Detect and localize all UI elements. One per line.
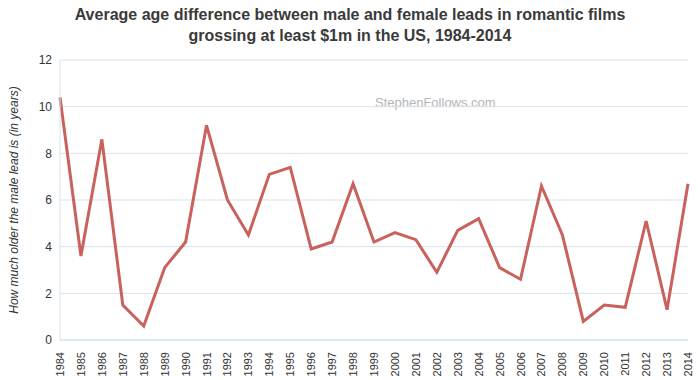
svg-text:1992: 1992 xyxy=(221,352,233,376)
svg-text:1990: 1990 xyxy=(180,352,192,376)
svg-text:4: 4 xyxy=(45,240,52,254)
svg-text:2008: 2008 xyxy=(556,352,568,376)
svg-text:1994: 1994 xyxy=(263,352,275,376)
svg-text:2002: 2002 xyxy=(431,352,443,376)
svg-text:1987: 1987 xyxy=(117,352,129,376)
svg-text:1996: 1996 xyxy=(305,352,317,376)
svg-text:2010: 2010 xyxy=(598,352,610,376)
svg-text:10: 10 xyxy=(39,100,53,114)
svg-text:2014: 2014 xyxy=(682,352,692,376)
svg-text:2012: 2012 xyxy=(640,352,652,376)
svg-text:1998: 1998 xyxy=(347,352,359,376)
svg-text:6: 6 xyxy=(45,193,52,207)
svg-text:2011: 2011 xyxy=(619,352,631,376)
svg-text:2: 2 xyxy=(45,287,52,301)
svg-text:1984: 1984 xyxy=(54,352,66,376)
svg-text:1997: 1997 xyxy=(326,352,338,376)
svg-text:0: 0 xyxy=(45,333,52,347)
svg-text:1991: 1991 xyxy=(201,352,213,376)
svg-text:2007: 2007 xyxy=(535,352,547,376)
svg-text:8: 8 xyxy=(45,147,52,161)
html-text:StephenFollows.com: StephenFollows.com xyxy=(375,95,496,110)
svg-text:12: 12 xyxy=(39,53,53,67)
svg-text:2013: 2013 xyxy=(661,352,673,376)
svg-text:2001: 2001 xyxy=(410,352,422,376)
svg-text:2005: 2005 xyxy=(494,352,506,376)
svg-text:1999: 1999 xyxy=(368,352,380,376)
svg-text:2000: 2000 xyxy=(389,352,401,376)
svg-text:2009: 2009 xyxy=(577,352,589,376)
svg-text:1993: 1993 xyxy=(242,352,254,376)
svg-text:1986: 1986 xyxy=(96,352,108,376)
svg-text:1985: 1985 xyxy=(75,352,87,376)
svg-text:1995: 1995 xyxy=(284,352,296,376)
html-text:Average age difference between: Average age difference between male and … xyxy=(74,6,626,44)
svg-text:2006: 2006 xyxy=(515,352,527,376)
svg-text:1988: 1988 xyxy=(138,352,150,376)
svg-text:1989: 1989 xyxy=(159,352,171,376)
svg-text:How much older the male lead i: How much older the male lead is (in year… xyxy=(8,86,21,313)
svg-text:2004: 2004 xyxy=(473,352,485,376)
svg-text:2003: 2003 xyxy=(452,352,464,376)
